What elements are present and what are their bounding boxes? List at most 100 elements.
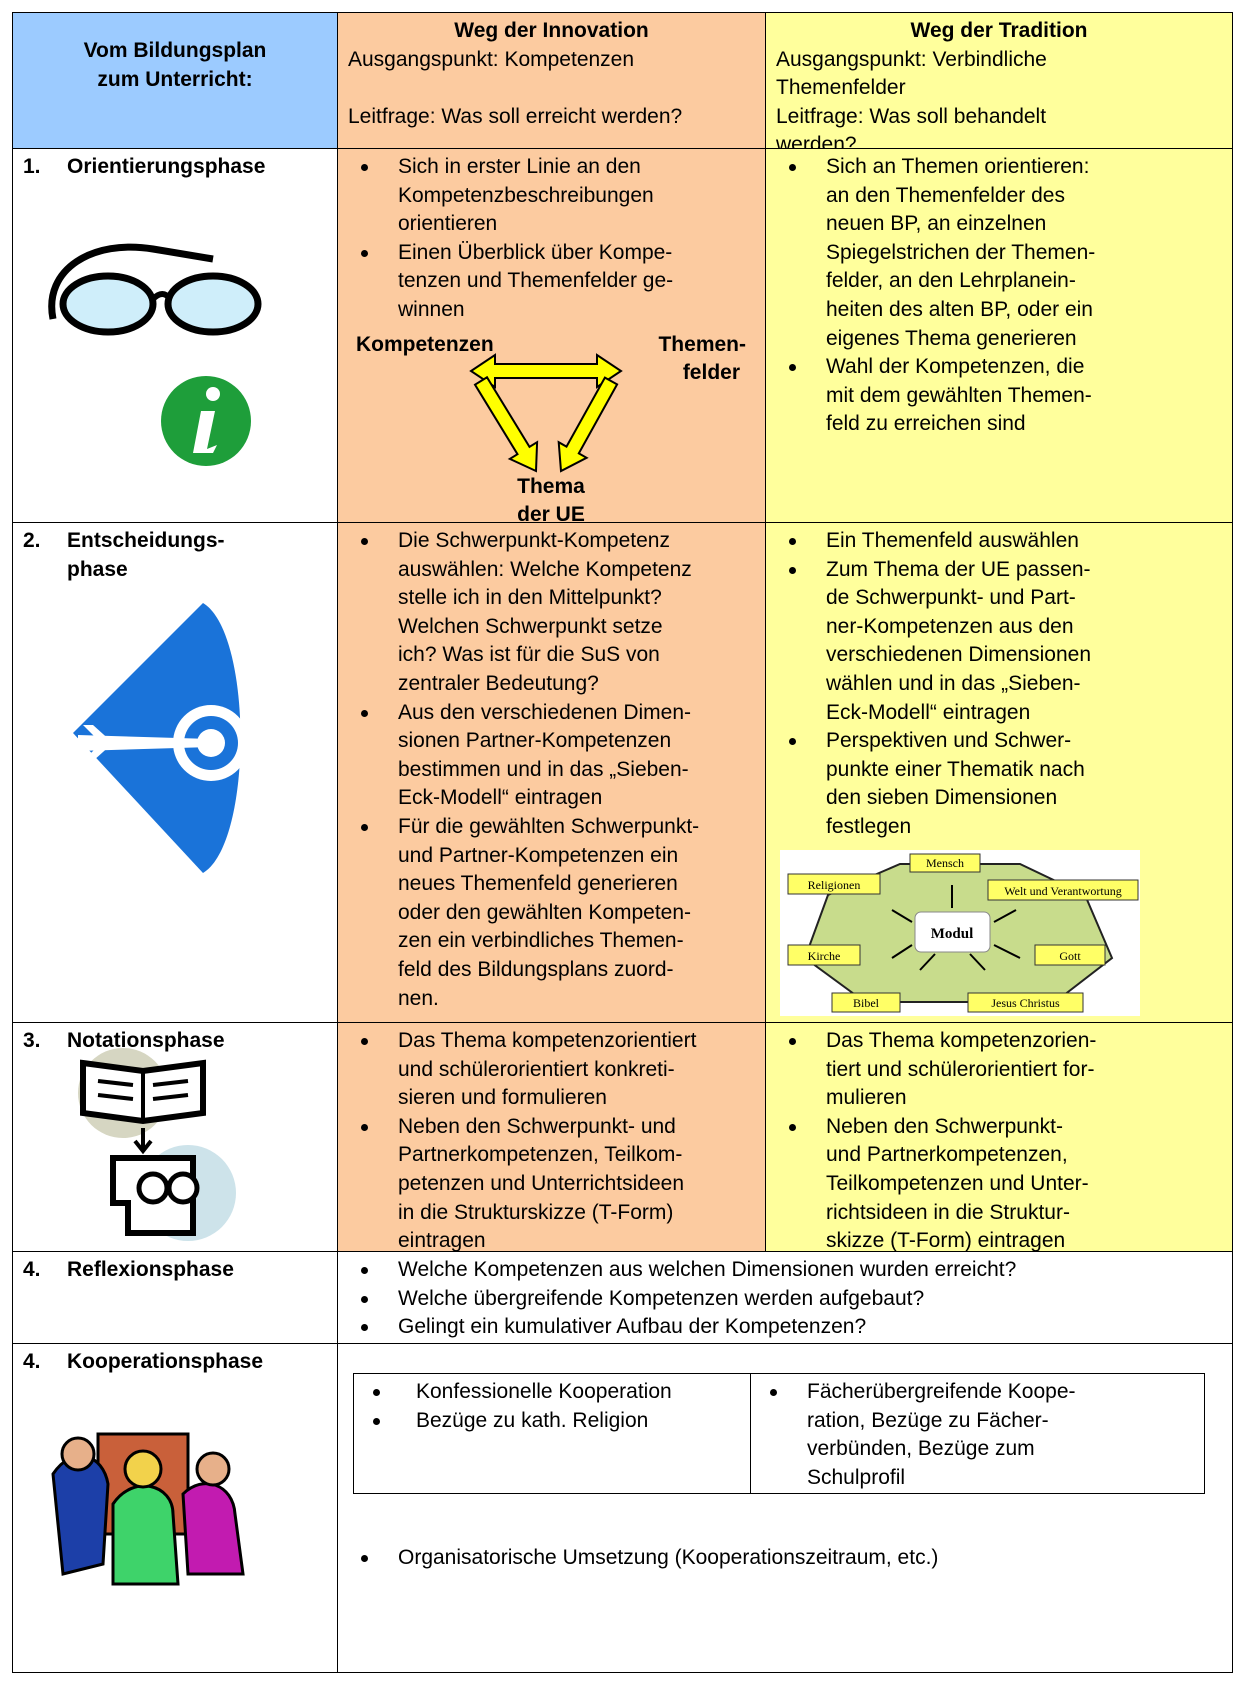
bullet-line: de Schwerpunkt- und Part- — [826, 586, 1076, 610]
bullet-item: Das Thema kompetenzorien-tiert und schül… — [776, 1027, 1222, 1113]
diagram-label: Thema — [517, 475, 585, 498]
bullet-list: Sich an Themen orientieren: an den Themen… — [776, 153, 1222, 439]
bullet-line: Gelingt ein kumulativer Aufbau der Kompe… — [398, 1315, 867, 1339]
bullet-list: Ein Themenfeld auswählen Zum Thema der UE… — [776, 527, 1222, 842]
dimension-label: Mensch — [926, 856, 964, 870]
phase-number: 4. — [23, 1350, 41, 1373]
bullet-item: Bezüge zu kath. Religion — [360, 1407, 744, 1436]
bullet-line: ration, Bezüge zu Fächer- — [807, 1408, 1049, 1432]
bullet-line: oder den gewählten Kompeten- — [398, 900, 692, 924]
bullet-line: wählen und in das „Sieben- — [826, 671, 1081, 695]
bullet-line: Einen Überblick über Kompe- — [398, 240, 673, 264]
diagram-label: der UE — [517, 503, 585, 523]
phase-cell: Das Thema kompetenzorientiert und schüler… — [337, 1022, 766, 1252]
bullet-line: Eck-Modell“ eintragen — [826, 700, 1031, 724]
phase-number: 3. — [23, 1029, 41, 1052]
bullet-line: Welche Kompetenzen aus welchen Dimension… — [398, 1258, 1017, 1281]
bullet-line: mit dem gewählten Themen- — [826, 383, 1092, 407]
bullet-line: heiten des alten BP, oder ein — [826, 297, 1093, 321]
glasses-lens — [59, 272, 157, 336]
bullet-list: Das Thema kompetenzorien-tiert und schül… — [776, 1027, 1222, 1256]
center-label: Modul — [931, 926, 974, 942]
header-tradition: Weg der Tradition Ausgangspunkt: Verbindl… — [765, 12, 1233, 156]
phase-cell: 4. Reflexionsphase — [12, 1251, 338, 1344]
glasses-arm — [48, 243, 214, 320]
glasses-bridge — [150, 291, 173, 302]
bullet-line: orientieren — [398, 212, 498, 236]
bullet-line: Wahl der Kompetenzen, die — [826, 355, 1085, 379]
bullet-item: Konfessionelle Kooperation — [360, 1378, 744, 1407]
bullet-line: Bezüge zu kath. Religion — [416, 1408, 649, 1432]
bullet-line: zentraler Bedeutung? — [398, 671, 599, 695]
head — [123, 1449, 163, 1489]
person — [51, 1454, 110, 1576]
phase-cell: Sich an Themen orientieren: an den Themen… — [765, 148, 1233, 523]
bullet-line: Konfessionelle Kooperation — [416, 1380, 672, 1403]
bullet-line: punkte einer Thematik nach — [826, 757, 1085, 781]
bullet-line: eintragen — [398, 1229, 486, 1253]
bullet-line: Neben den Schwerpunkt- und — [398, 1114, 676, 1138]
bullet-line: tiert und schülerorientiert for- — [826, 1057, 1095, 1081]
dimension-box — [787, 873, 881, 895]
bullet-line: Welche übergreifende Kompetenzen werden … — [398, 1286, 925, 1310]
column-title: Weg der Tradition — [910, 19, 1088, 42]
bullet-list: Konfessionelle Kooperation Bezüge zu kath… — [360, 1378, 744, 1435]
model-arrow — [891, 909, 913, 923]
bullet-line: Teilkompetenzen und Unter- — [826, 1171, 1089, 1195]
bullet-line: und schülerorientiert konkreti- — [398, 1057, 675, 1081]
phase-cell: Welche Kompetenzen aus welchen Dimension… — [337, 1251, 1233, 1344]
start-line: Themenfelder — [776, 76, 906, 100]
bullet-line: Für die gewählten Schwerpunkt- — [398, 814, 700, 838]
bullet-item: Ein Themenfeld auswählen — [776, 527, 1222, 556]
phase-name: Entscheidungs- — [67, 529, 225, 552]
bullet-line: und Partner-Kompetenzen ein — [398, 843, 679, 867]
bullet-item: Welche übergreifende Kompetenzen werden … — [348, 1285, 1222, 1314]
bullet-line: eigenes Thema generieren — [826, 326, 1077, 350]
bullet-item: Einen Überblick über Kompe-tenzen und Th… — [348, 239, 755, 325]
cooperation-cell: Konfessionelle Kooperation Bezüge zu kath… — [353, 1373, 751, 1494]
bullet-line: Welchen Schwerpunkt setze — [398, 614, 663, 638]
question: Leitfrage: Was soll erreicht werden? — [348, 103, 755, 132]
bullet-line: richtsideen in die Struktur- — [826, 1200, 1070, 1224]
bullet-line: Neben den Schwerpunkt- — [826, 1114, 1063, 1138]
wrap: Fächerübergreifende Koope-ration, Bezüge… — [757, 1378, 1198, 1492]
bullet-item: Für die gewählten Schwerpunkt-und Partne… — [348, 813, 755, 1013]
bullet-line: nen. — [398, 986, 439, 1010]
bullet-line: zen ein verbindliches Themen- — [398, 929, 684, 953]
phase-name: Orientierungsphase — [67, 155, 266, 178]
model-arrow — [919, 953, 936, 971]
start-line: Ausgangspunkt: Verbindliche — [776, 47, 1047, 71]
bullet-line: Kompetenzbeschreibungen — [398, 183, 654, 207]
start-line: Ausgangspunkt: Kompetenzen — [348, 47, 635, 71]
organisation: Organisatorische Umsetzung (Kooperations… — [348, 1544, 1222, 1573]
bullet-line: feld zu erreichen sind — [826, 412, 1026, 436]
model-arrow — [993, 944, 1021, 959]
bullet-line: auswählen: Welche Kompetenz — [398, 557, 692, 581]
bullet-item: Wahl der Kompetenzen, die mit dem gewählt… — [776, 353, 1222, 439]
bullet-line: Die Schwerpunkt-Kompetenz — [398, 529, 670, 552]
triangle-diagram: Kompetenzen Themen-felder Thema der UE — [356, 333, 746, 523]
phase-number: 1. — [23, 155, 41, 178]
info-dot — [206, 387, 220, 401]
phase-name: Reflexionsphase — [67, 1258, 234, 1281]
phase-number: 2. — [23, 529, 41, 552]
header-innovation: Weg der Innovation Ausgangspunkt: Kompete… — [337, 12, 766, 149]
seven-corner-model: Mensch Welt und Verantwortung Gott Jesus Ch… — [780, 850, 1140, 1016]
bullet-line: Sich an Themen orientieren: — [826, 155, 1090, 178]
bullet-line: Aus den verschiedenen Dimen- — [398, 700, 691, 724]
bullet-list: Fächerübergreifende Koope-ration, Bezüge… — [757, 1378, 1198, 1492]
bullet-line: in die Strukturskizze (T-Form) — [398, 1200, 674, 1224]
bullet-line: Fächerübergreifende Koope- — [807, 1380, 1076, 1403]
eye — [166, 1171, 200, 1205]
dimension-box — [1034, 944, 1106, 966]
bullet-item: Neben den Schwerpunkt-und Partnerkompete… — [776, 1113, 1222, 1256]
bullet-line: verbünden, Bezüge zum — [807, 1437, 1035, 1461]
bullet-list: Organisatorische Umsetzung (Kooperations… — [348, 1544, 1222, 1573]
question-line: Leitfrage: Was soll behandelt — [776, 104, 1047, 128]
model-arrow — [969, 953, 986, 971]
dimension-label: Welt und Verantwortung — [1004, 884, 1121, 898]
person — [111, 1484, 180, 1586]
book-lines — [97, 1071, 189, 1121]
header-corner: Vom Bildungsplan zum Unterricht: — [12, 12, 338, 149]
